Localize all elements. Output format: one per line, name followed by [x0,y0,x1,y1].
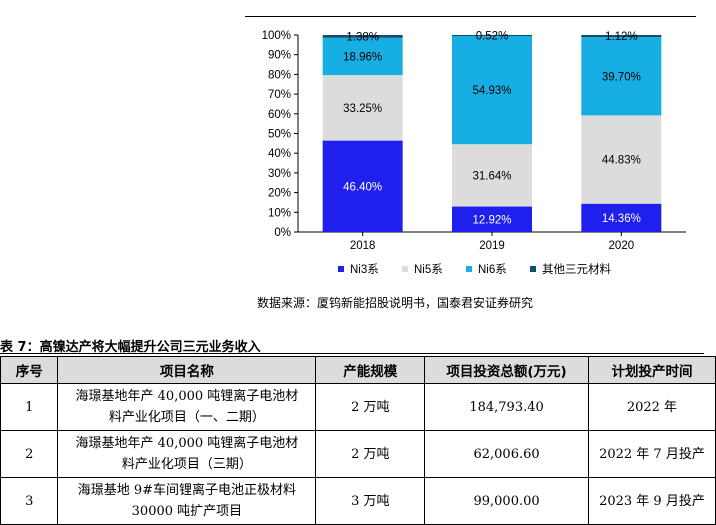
name-line-1: 海璟基地年产 40,000 吨锂离子电池材 [75,389,299,404]
data-label: 0.52% [476,30,509,42]
y-tick-label: 70% [268,89,291,101]
data-label: 46.40% [343,181,382,193]
legend-label: Ni3系 [350,263,379,276]
bar-segment [581,37,662,116]
header-time: 计划投产时间 [587,356,716,384]
cell-name: 海璟基地年产 40,000 吨锂离子电池材 料产业化项目（三期） [57,430,317,478]
cell-capacity: 2 万吨 [315,430,426,478]
name-line-2: 料产业化项目（一、二期） [108,410,265,425]
legend-label: Ni6系 [478,263,507,276]
name-line-1: 海璟基地 9#车间锂离子电池正极材料 [77,483,297,498]
header-investment: 项目投资总额(万元) [424,356,589,384]
data-label: 54.93% [472,85,511,97]
y-tick-label: 50% [268,129,291,141]
name-line-2: 30000 吨扩产项目 [131,504,243,519]
y-tick-label: 10% [268,207,291,219]
legend-swatch [338,266,344,272]
header-no: 序号 [0,356,59,384]
table-row: 3 海璟基地 9#车间锂离子电池正极材料 30000 吨扩产项目 3 万吨 99,… [0,477,716,525]
cell-time: 2023 年 9 月投产 [587,477,716,525]
bar-segment [452,144,532,207]
bar-segment [581,115,662,204]
data-label: 33.25% [343,103,382,115]
bar-segment [452,206,532,232]
name-line-2: 料产业化项目（三期） [121,457,252,472]
bar-segment [322,75,403,141]
cell-investment: 99,000.00 [424,477,589,525]
x-tick-label: 2018 [350,240,376,252]
bar-segment [452,34,532,37]
cell-time: 2022 年 7 月投产 [587,430,716,478]
data-label: 14.36% [602,213,641,225]
y-tick-label: 90% [268,50,291,62]
data-label: 18.96% [343,51,382,63]
y-tick-label: 0% [274,227,291,239]
legend-label: 其他三元材料 [542,262,611,276]
project-table: 序号 项目名称 产能规模 项目投资总额(万元) 计划投产时间 1 海璟基地年产 … [0,356,716,525]
data-label: 1.38% [346,31,379,43]
cell-no: 2 [0,430,59,478]
bar-segment [452,36,532,145]
data-label: 44.83% [602,155,641,167]
top-rule [245,16,696,17]
table-header-row: 序号 项目名称 产能规模 项目投资总额(万元) 计划投产时间 [0,356,716,384]
cell-time: 2022 年 [587,383,716,431]
bar-segment [581,34,662,38]
name-line-1: 海璟基地年产 40,000 吨锂离子电池材 [75,436,299,451]
bar-segment [322,35,403,38]
legend-swatch [466,266,472,272]
y-tick-label: 60% [268,109,291,121]
y-tick-label: 80% [268,69,291,81]
cell-no: 1 [0,383,59,431]
y-tick-label: 40% [268,148,291,160]
cell-no: 3 [0,477,59,525]
bar-segment [322,140,403,232]
legend-swatch [402,266,408,272]
cell-capacity: 3 万吨 [315,477,426,525]
legend-swatch [530,266,536,272]
bar-segment [322,37,403,76]
data-label: 31.64% [472,170,511,182]
stacked-bar-chart: 0% 10% 20% 30% 40% 50% 60% 70% 80% 90% 100% 46.40% 3… [262,30,686,276]
x-tick-label: 2019 [479,240,505,252]
y-tick-label: 20% [268,188,291,200]
table-row: 1 海璟基地年产 40,000 吨锂离子电池材 料产业化项目（一、二期） 2 万吨… [0,383,716,431]
source-note: 数据来源：厦钨新能招股说明书，国泰君安证券研究 [257,296,534,310]
x-tick-label: 2020 [609,240,635,252]
caption-rule [0,353,704,354]
table-caption: 表 7：高镍达产将大幅提升公司三元业务收入 [0,340,261,355]
y-tick-label: 100% [262,30,291,42]
table-row: 2 海璟基地年产 40,000 吨锂离子电池材 料产业化项目（三期） 2 万吨 6… [0,430,716,478]
y-tick-label: 30% [268,168,291,180]
data-label: 39.70% [602,71,641,83]
cell-name: 海璟基地年产 40,000 吨锂离子电池材 料产业化项目（一、二期） [57,383,317,431]
cell-capacity: 2 万吨 [315,383,426,431]
cell-name: 海璟基地 9#车间锂离子电池正极材料 30000 吨扩产项目 [57,477,317,525]
cell-investment: 184,793.40 [424,383,589,431]
legend-label: Ni5系 [414,263,443,276]
data-label: 1.12% [605,31,638,43]
header-name: 项目名称 [57,356,317,384]
bar-segment [581,203,662,232]
data-label: 12.92% [472,214,511,226]
cell-investment: 62,006.60 [424,430,589,478]
header-capacity: 产能规模 [315,356,426,384]
